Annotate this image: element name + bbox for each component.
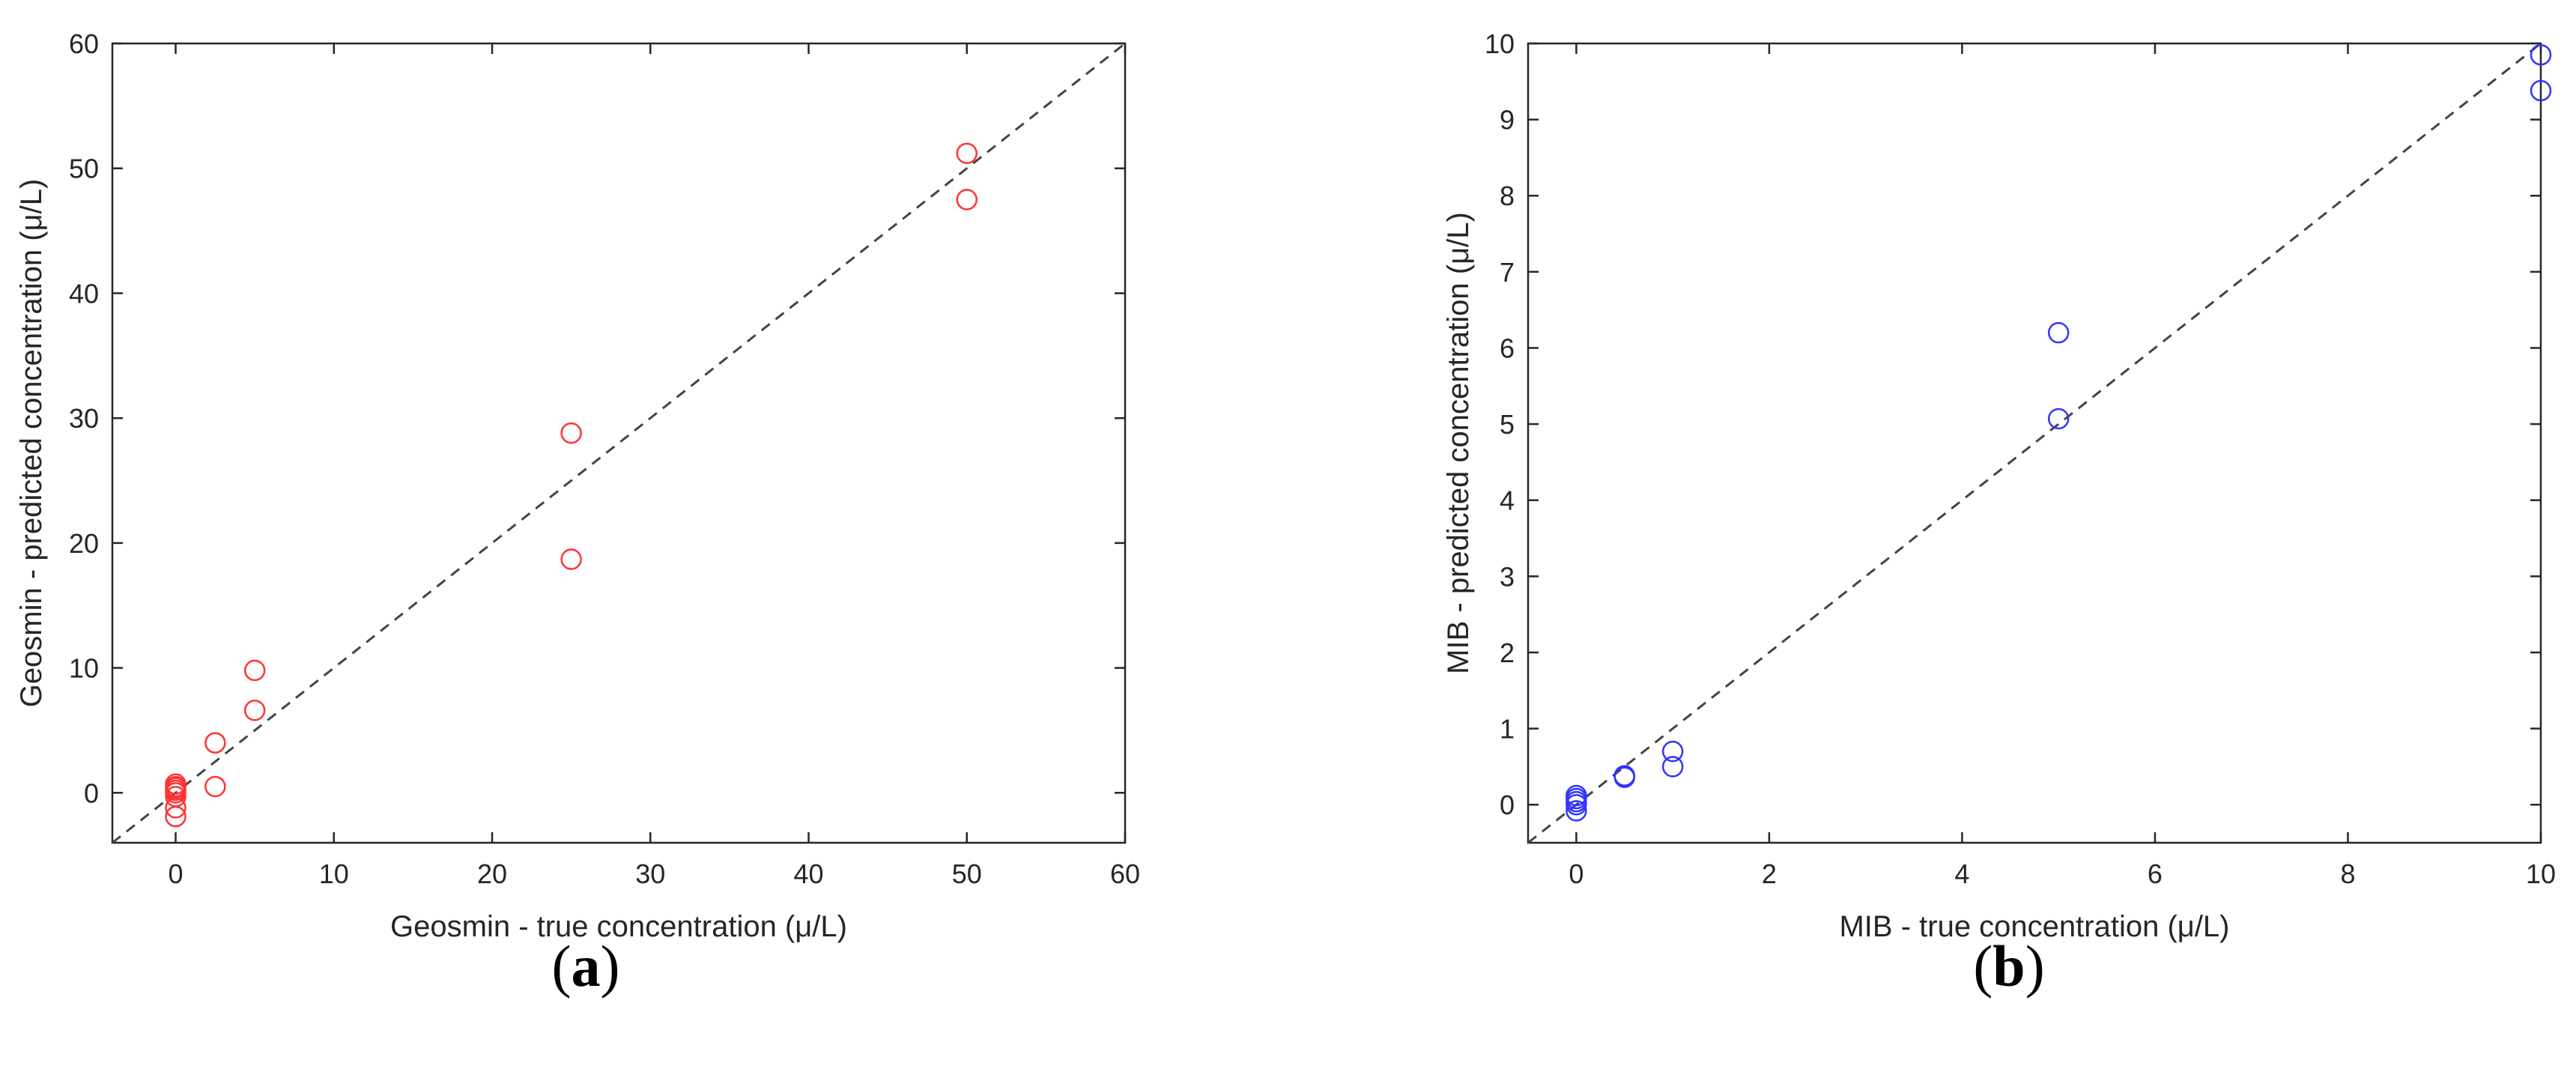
- chart-b-y-tick-label: 10: [1485, 28, 1515, 59]
- chart-b-data-point: [1661, 740, 1684, 763]
- chart-a-y-tick-label: 20: [69, 528, 99, 559]
- chart-a-x-tick-label: 20: [477, 858, 507, 889]
- chart-b-y-tick-label: 8: [1500, 181, 1515, 211]
- chart-b-y-tick-label: 4: [1500, 485, 1515, 516]
- chart-b-y-tick-label: 7: [1500, 257, 1515, 288]
- chart-b-y-tick-label: 1: [1500, 714, 1515, 745]
- chart-a-x-axis-label: Geosmin - true concentration (μ/L): [390, 910, 847, 943]
- chart-b-x-tick-label: 0: [1569, 858, 1584, 889]
- chart-a-data-point: [204, 732, 226, 754]
- chart-b-data-point: [2047, 321, 2070, 344]
- chart-a-y-tick-label: 60: [69, 28, 99, 59]
- chart-b-y-tick-label: 3: [1500, 561, 1515, 592]
- chart-a-data-point: [560, 548, 582, 570]
- panel-label-b-letter: b: [1992, 933, 2025, 999]
- chart-a-y-tick-label: 10: [69, 653, 99, 684]
- chart-b-data-point: [1661, 756, 1684, 778]
- chart-a-data-point: [243, 700, 266, 721]
- chart-b-x-tick-label: 2: [1762, 858, 1777, 889]
- chart-b-x-tick-label: 10: [2526, 858, 2556, 889]
- chart-b-y-tick-label: 0: [1500, 790, 1515, 820]
- chart-a-data-point: [204, 775, 226, 798]
- chart-a-y-tick-label: 0: [84, 778, 99, 808]
- chart-b-axes-box: [1527, 42, 2542, 844]
- chart-a-data-point: [956, 142, 978, 164]
- chart-b-x-tick-label: 8: [2340, 858, 2355, 889]
- chart-b-x-tick-label: 6: [2148, 858, 2163, 889]
- chart-b-y-tick-label: 9: [1500, 105, 1515, 136]
- chart-a-x-tick-label: 60: [1110, 858, 1140, 889]
- chart-a-data-point: [956, 189, 978, 211]
- chart-a-x-tick-label: 10: [319, 858, 349, 889]
- chart-a-x-tick-label: 30: [635, 858, 665, 889]
- chart-a-y-tick-label: 40: [69, 278, 99, 309]
- panel-label-b: (b): [1973, 933, 2045, 999]
- chart-b-data-point: [1566, 784, 1587, 807]
- chart-a-axes-box: [111, 42, 1127, 844]
- chart-b-y-tick-label: 5: [1500, 409, 1515, 440]
- chart-b: 0 2 4 6 8 10 0 1 2 3 4 5 6 7 8 9 10 MIB - true concentrat…: [1442, 28, 2556, 943]
- chart-b-x-axis-label: MIB - true concentration (μ/L): [1839, 910, 2229, 943]
- panel-label-a: (a): [551, 933, 620, 999]
- chart-b-data-point: [2530, 43, 2552, 66]
- chart-a-y-tick-label: 50: [69, 154, 99, 184]
- chart-a-y-tick-label: 30: [69, 403, 99, 434]
- chart-a-data-point: [560, 422, 582, 444]
- chart-a-data-point: [243, 659, 266, 682]
- chart-a-data-point: [165, 773, 187, 795]
- chart-b-data-point: [2047, 408, 2070, 430]
- chart-a: 0 10 20 30 40 50 60 0 10 20 30 40 50 60 Geosmin - true…: [15, 28, 1140, 943]
- chart-b-data-point: [1566, 800, 1587, 822]
- panel-label-a-letter: a: [571, 933, 601, 999]
- chart-a-x-tick-label: 40: [793, 858, 823, 889]
- chart-b-y-tick-label: 2: [1500, 638, 1515, 668]
- chart-a-x-tick-label: 50: [952, 858, 982, 889]
- chart-b-data-point: [2530, 79, 2552, 102]
- chart-b-data-point: [1613, 765, 1636, 787]
- chart-a-y-axis-label: Geosmin - predicted concentration (μ/L): [15, 179, 48, 708]
- chart-b-y-axis-label: MIB - predicted concentration (μ/L): [1442, 212, 1475, 674]
- chart-b-y-tick-label: 6: [1500, 333, 1515, 363]
- chart-a-x-tick-label: 0: [168, 858, 183, 889]
- chart-b-x-tick-label: 4: [1954, 858, 1969, 889]
